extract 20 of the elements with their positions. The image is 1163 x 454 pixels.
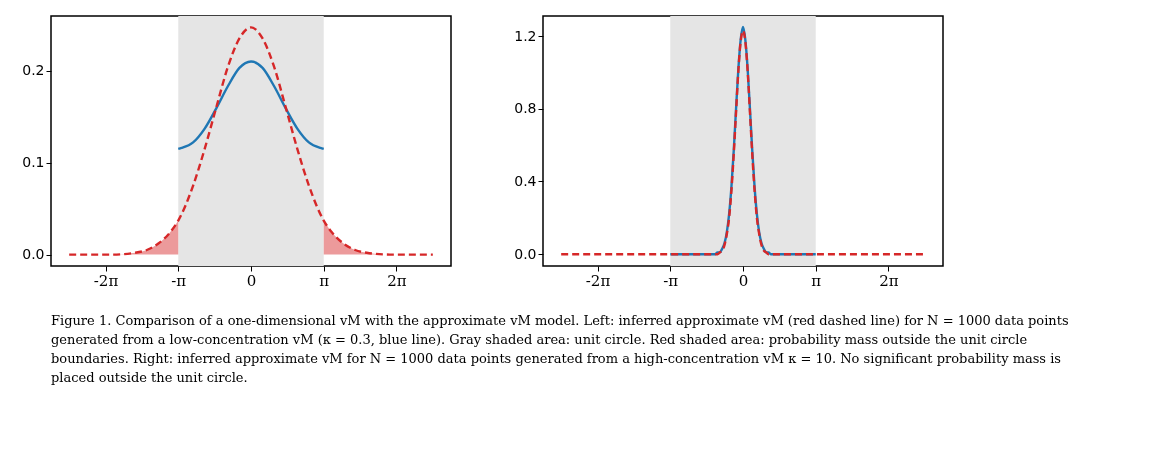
x-tick-label: 2π (387, 271, 407, 290)
x-tick-label: π (811, 271, 822, 290)
x-tick-label: 0 (246, 271, 257, 290)
y-tick-label: 0.0 (22, 246, 45, 263)
y-tick-label: 1.2 (514, 27, 537, 44)
y-tick-label: 0.0 (514, 245, 537, 262)
x-tick-label: -2π (93, 271, 119, 290)
x-tick-label: 0 (738, 271, 749, 290)
x-tick-label: 2π (879, 271, 899, 290)
line-series (67, 26, 435, 256)
caption: Figure 1. Comparison of a one-dimensional vM with the approximate vM model. Left: inferred approximate vM (red dashed line) for N = 1000 data points generated from a low-concentration vM (κ = 0.3, blue line). Gray shaded area: unit circle. Red shaded area: probability mass outside the unit circle boundaries. Right: inferred approximate vM for N = 1000 data points generated from a high-concentration vM κ = 10. No significant probability mass is placed outside the unit circle. (51, 313, 1069, 385)
x-tick-label: -2π (585, 271, 611, 290)
y-tick-label: 0.8 (514, 100, 537, 117)
y-tick-label: 0.4 (514, 172, 537, 189)
y-tick-label: 0.1 (22, 154, 45, 171)
x-tick-label: -π (663, 271, 679, 290)
x-tick-label: π (319, 271, 330, 290)
y-tick-label: 0.2 (22, 62, 45, 79)
x-tick-label: -π (171, 271, 187, 290)
line-series (177, 60, 325, 151)
